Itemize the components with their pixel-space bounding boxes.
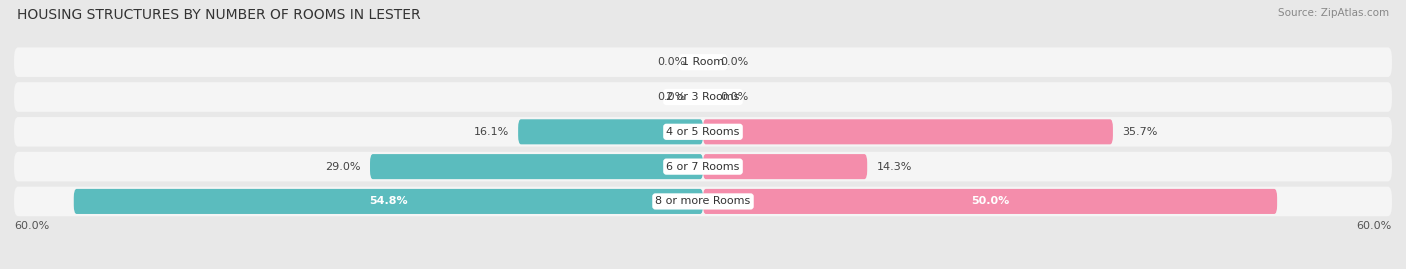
Text: 0.0%: 0.0% bbox=[658, 57, 686, 67]
FancyBboxPatch shape bbox=[73, 189, 703, 214]
FancyBboxPatch shape bbox=[703, 154, 868, 179]
FancyBboxPatch shape bbox=[14, 47, 1392, 77]
Text: 8 or more Rooms: 8 or more Rooms bbox=[655, 196, 751, 206]
FancyBboxPatch shape bbox=[703, 189, 1277, 214]
Text: 1 Room: 1 Room bbox=[682, 57, 724, 67]
Text: Source: ZipAtlas.com: Source: ZipAtlas.com bbox=[1278, 8, 1389, 18]
Text: 2 or 3 Rooms: 2 or 3 Rooms bbox=[666, 92, 740, 102]
Text: 50.0%: 50.0% bbox=[972, 196, 1010, 206]
Text: 0.0%: 0.0% bbox=[720, 92, 748, 102]
Text: 60.0%: 60.0% bbox=[14, 221, 49, 231]
Text: 54.8%: 54.8% bbox=[368, 196, 408, 206]
Text: 0.0%: 0.0% bbox=[720, 57, 748, 67]
Text: 0.0%: 0.0% bbox=[658, 92, 686, 102]
FancyBboxPatch shape bbox=[14, 117, 1392, 147]
Text: 14.3%: 14.3% bbox=[876, 162, 911, 172]
Text: HOUSING STRUCTURES BY NUMBER OF ROOMS IN LESTER: HOUSING STRUCTURES BY NUMBER OF ROOMS IN… bbox=[17, 8, 420, 22]
FancyBboxPatch shape bbox=[519, 119, 703, 144]
FancyBboxPatch shape bbox=[370, 154, 703, 179]
Text: 60.0%: 60.0% bbox=[1357, 221, 1392, 231]
FancyBboxPatch shape bbox=[14, 82, 1392, 112]
Text: 4 or 5 Rooms: 4 or 5 Rooms bbox=[666, 127, 740, 137]
FancyBboxPatch shape bbox=[703, 119, 1114, 144]
Text: 6 or 7 Rooms: 6 or 7 Rooms bbox=[666, 162, 740, 172]
FancyBboxPatch shape bbox=[14, 187, 1392, 216]
Text: 29.0%: 29.0% bbox=[325, 162, 361, 172]
Text: 16.1%: 16.1% bbox=[474, 127, 509, 137]
Text: 35.7%: 35.7% bbox=[1122, 127, 1157, 137]
FancyBboxPatch shape bbox=[14, 152, 1392, 181]
